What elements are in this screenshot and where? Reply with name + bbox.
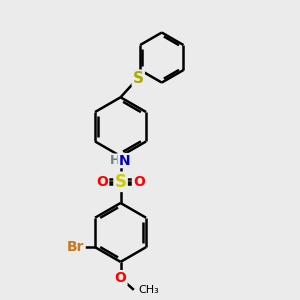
Text: S: S — [133, 71, 144, 86]
Text: S: S — [115, 173, 127, 191]
Text: O: O — [133, 175, 145, 189]
Text: N: N — [118, 154, 130, 168]
Text: CH₃: CH₃ — [138, 285, 159, 295]
Text: O: O — [115, 271, 127, 285]
Text: Br: Br — [67, 240, 85, 254]
Text: H: H — [110, 154, 120, 167]
Text: O: O — [96, 175, 108, 189]
